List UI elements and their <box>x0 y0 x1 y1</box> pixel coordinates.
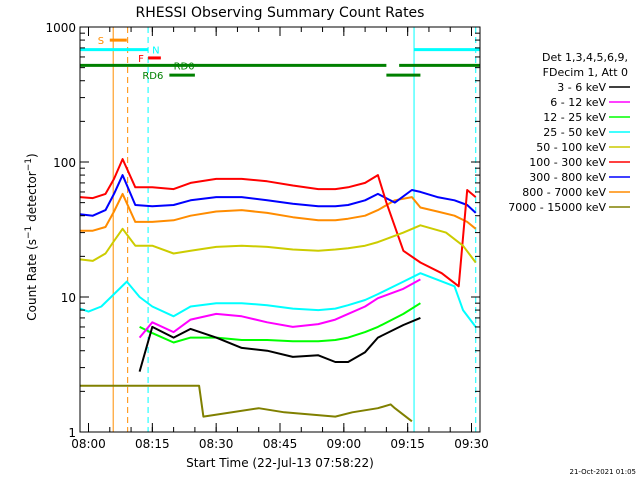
legend-label-6: 300 - 800 keV <box>529 171 606 184</box>
y-tick-label-2: 100 <box>53 156 76 170</box>
legend-label-1: 6 - 12 keV <box>550 96 606 109</box>
series-line-4 <box>79 224 477 264</box>
legend-label-8: 7000 - 15000 keV <box>508 201 606 214</box>
legend-label-7: 800 - 7000 keV <box>522 186 606 199</box>
flag-label-rd6: RD6 <box>142 71 163 82</box>
y-axis-label-pre: Count Rate (s <box>25 239 39 321</box>
flag-label-rd0: RD0 <box>174 61 195 72</box>
y-axis-label-sup1: −1 <box>24 226 34 239</box>
legend-header-1: Det 1,3,4,5,6,9, <box>542 51 628 64</box>
series-line-6 <box>79 174 477 217</box>
chart-title: RHESSI Observing Summary Count Rates <box>136 5 425 21</box>
series-line-2 <box>139 302 421 344</box>
y-axis-label-mid: detector <box>25 171 39 226</box>
flag-label-f: F <box>138 54 144 65</box>
x-tick-label-4: 09:00 <box>327 437 362 451</box>
plot-area <box>112 27 477 432</box>
series-line-1 <box>138 278 421 339</box>
legend-label-5: 100 - 300 keV <box>529 156 606 169</box>
flag-label-n: N <box>152 46 159 57</box>
legend: 3 - 6 keV 6 - 12 keV 12 - 25 keV 25 - 50 ke… <box>508 81 630 214</box>
series-line-0 <box>138 316 421 372</box>
x-tick-label-6: 09:30 <box>454 437 489 451</box>
y-axis-label: Count Rate (s−1 detector−1) <box>24 153 39 320</box>
flag-bars: S NF RD0 RD6 <box>80 36 480 82</box>
legend-header-2: FDecim 1, Att 0 <box>543 66 628 79</box>
footer-timestamp: 21-Oct-2021 01:05 <box>570 468 636 476</box>
flag-label-s: S <box>98 36 104 47</box>
series-line-7 <box>80 192 477 232</box>
series-line-8 <box>80 384 413 423</box>
x-tick-label-0: 08:00 <box>71 437 106 451</box>
x-tick-label-1: 08:15 <box>135 437 170 451</box>
x-tick-label-5: 09:15 <box>390 437 425 451</box>
x-axis-label: Start Time (22-Jul-13 07:58:22) <box>186 456 374 470</box>
legend-label-0: 3 - 6 keV <box>557 81 606 94</box>
series-lines <box>79 158 477 423</box>
y-tick-label-0: 1 <box>68 426 76 440</box>
axes: 1 10 100 1000 08:00 08:15 08:30 08:45 09:00 09:15… <box>45 21 488 451</box>
legend-label-4: 50 - 100 keV <box>536 141 606 154</box>
series-line-5 <box>79 158 477 288</box>
legend-label-2: 12 - 25 keV <box>543 111 606 124</box>
y-tick-label-3: 1000 <box>45 21 76 35</box>
y-axis-label-sup2: −1 <box>24 158 34 171</box>
series-line-3 <box>79 272 477 328</box>
x-tick-label-3: 08:45 <box>263 437 298 451</box>
y-axis-label-post: ) <box>25 153 39 158</box>
legend-label-3: 25 - 50 keV <box>543 126 606 139</box>
y-tick-label-1: 10 <box>61 291 76 305</box>
x-tick-label-2: 08:30 <box>199 437 234 451</box>
